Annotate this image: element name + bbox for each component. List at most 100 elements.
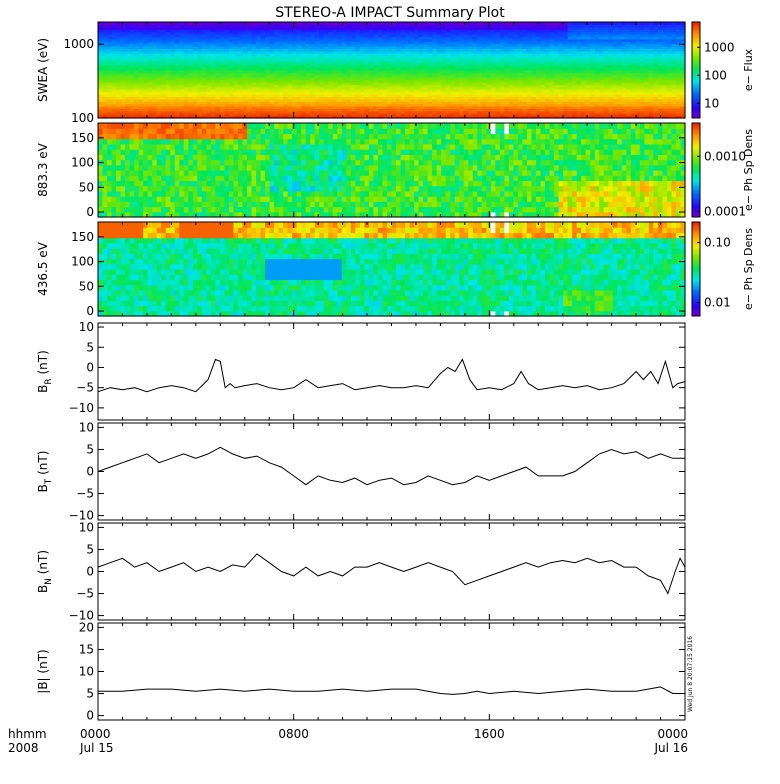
heatmap-cell — [278, 113, 284, 117]
heatmap-cell — [414, 110, 420, 114]
heatmap-cell — [400, 103, 406, 107]
heatmap-cell — [328, 108, 334, 112]
heatmap-cell — [323, 60, 329, 64]
heatmap-cell — [292, 43, 298, 47]
heatmap-cell — [396, 110, 402, 114]
heatmap-cell — [170, 53, 176, 57]
heatmap-cell — [445, 96, 451, 100]
heatmap-cell — [233, 89, 239, 93]
heatmap-cell — [247, 72, 253, 76]
heatmap-cell — [260, 43, 266, 47]
heatmap-cell — [210, 60, 216, 64]
heatmap-cell — [224, 77, 230, 81]
heatmap-cell — [179, 106, 185, 109]
heatmap-cell — [102, 26, 108, 30]
heatmap-cell — [224, 108, 230, 112]
heatmap-cell — [174, 41, 180, 45]
heatmap-cell — [436, 86, 442, 90]
heatmap-cell — [382, 53, 388, 57]
heatmap-cell — [129, 70, 135, 73]
heatmap-cell — [301, 46, 307, 49]
heatmap-cell — [107, 103, 113, 107]
heatmap-cell — [432, 110, 438, 114]
heatmap-cell — [201, 103, 207, 107]
heatmap-cell — [116, 91, 122, 95]
heatmap-cell — [341, 84, 347, 88]
heatmap-cell — [337, 74, 343, 78]
heatmap-cell — [116, 115, 122, 119]
heatmap-cell — [436, 41, 442, 45]
heatmap-cell — [445, 106, 451, 109]
heatmap-cell — [201, 38, 207, 42]
heatmap-cell — [170, 103, 176, 107]
heatmap-cell — [188, 79, 194, 83]
heatmap-cell — [296, 79, 302, 83]
heatmap-cell — [436, 24, 442, 28]
heatmap-cell — [174, 26, 180, 30]
heatmap-cell — [161, 50, 167, 54]
heatmap-cell — [405, 74, 411, 78]
heatmap-cell — [152, 67, 158, 71]
heatmap-cell — [98, 41, 104, 45]
heatmap-cell — [210, 106, 216, 109]
heatmap-cell — [418, 24, 424, 28]
heatmap-cell — [138, 70, 144, 73]
heatmap-cell — [233, 55, 239, 59]
heatmap-cell — [283, 86, 289, 90]
heatmap-cell — [454, 115, 460, 119]
heatmap-cell — [423, 89, 429, 93]
heatmap-cell — [319, 58, 325, 61]
heatmap-cell — [454, 53, 460, 57]
heatmap-cell — [418, 41, 424, 45]
heatmap-cell — [445, 38, 451, 42]
heatmap-cell — [454, 46, 460, 49]
heatmap-cell — [98, 108, 104, 112]
heatmap-cell — [346, 77, 352, 81]
heatmap-cell — [247, 106, 253, 109]
heatmap-cell — [233, 96, 239, 100]
heatmap-cell — [219, 72, 226, 76]
heatmap-cell — [283, 89, 289, 93]
heatmap-cell — [134, 50, 140, 54]
heatmap-cell — [377, 77, 384, 81]
heatmap-cell — [459, 48, 465, 52]
heatmap-cell — [274, 113, 280, 117]
heatmap-cell — [459, 101, 465, 105]
heatmap-cell — [287, 36, 293, 40]
heatmap-cell — [251, 65, 257, 69]
heatmap-cell — [147, 84, 153, 88]
heatmap-cell — [346, 103, 352, 107]
heatmap-cell — [396, 113, 402, 117]
heatmap-cell — [278, 31, 284, 35]
heatmap-cell — [436, 55, 442, 59]
heatmap-cell — [102, 94, 108, 97]
heatmap-cell — [418, 115, 424, 119]
heatmap-cell — [107, 46, 113, 49]
heatmap-cell — [147, 67, 153, 71]
heatmap-cell — [210, 36, 216, 40]
heatmap-cell — [355, 82, 361, 85]
heatmap-cell — [174, 110, 180, 114]
heatmap-cell — [183, 41, 189, 45]
heatmap-cell — [102, 72, 108, 76]
heatmap-cell — [116, 38, 122, 42]
heatmap-cell — [305, 70, 311, 73]
heatmap-cell — [242, 29, 248, 33]
heatmap-cell — [125, 48, 131, 52]
heatmap-cell — [323, 96, 329, 100]
heatmap-cell — [382, 106, 388, 109]
heatmap-cell — [310, 96, 316, 100]
heatmap-cell — [152, 36, 158, 40]
heatmap-cell — [251, 79, 257, 83]
heatmap-cell — [350, 91, 356, 95]
heatmap-cell — [377, 53, 384, 57]
heatmap-cell — [251, 46, 257, 49]
heatmap-cell — [414, 115, 420, 119]
heatmap-cell — [138, 94, 144, 97]
heatmap-cell — [107, 70, 113, 73]
heatmap-cell — [377, 46, 384, 49]
heatmap-cell — [143, 82, 149, 85]
heatmap-cell — [391, 26, 397, 30]
heatmap-cell — [323, 62, 329, 66]
heatmap-cell — [138, 86, 144, 90]
